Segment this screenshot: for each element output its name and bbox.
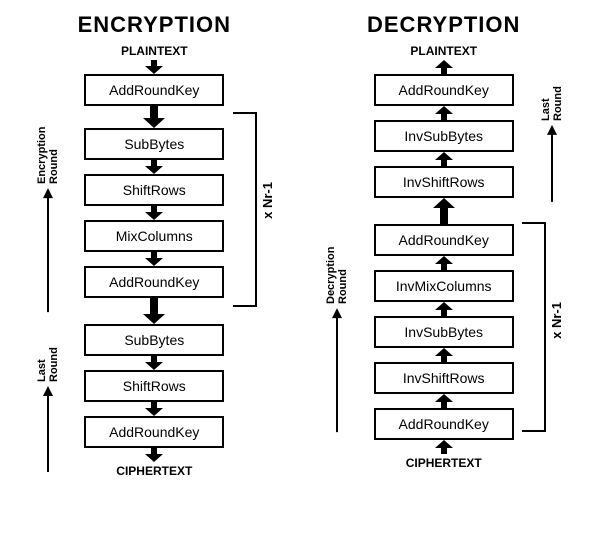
last-round-label: Last Round xyxy=(36,342,60,472)
decryption-loop-line xyxy=(522,222,546,432)
arrow-up-icon xyxy=(435,256,453,270)
enc-last-addroundkey: AddRoundKey xyxy=(84,416,224,448)
arrow-down-icon xyxy=(143,298,165,324)
decryption-round-label: Decryption Round xyxy=(325,242,349,432)
dec-step-addroundkey-initial: AddRoundKey xyxy=(374,74,514,106)
arrow-up-icon xyxy=(435,302,453,316)
ciphertext-label: CIPHERTEXT xyxy=(406,456,482,470)
dec-round-addroundkey: AddRoundKey xyxy=(374,224,514,256)
dec-round-invmixcolumns: InvMixColumns xyxy=(374,270,514,302)
dec-last-invshiftrows: InvShiftRows xyxy=(374,166,514,198)
arrow-up-icon xyxy=(435,152,453,166)
dec-round-invsubbytes: InvSubBytes xyxy=(374,316,514,348)
arrow-up-icon xyxy=(435,440,453,454)
plaintext-label: PLAINTEXT xyxy=(121,44,188,58)
encryption-loop-line xyxy=(233,112,257,307)
enc-last-shiftrows: ShiftRows xyxy=(84,370,224,402)
decryption-repeat-label: x Nr-1 xyxy=(549,302,564,339)
enc-step-addroundkey-initial: AddRoundKey xyxy=(84,74,224,106)
enc-step-mixcolumns: MixColumns xyxy=(84,220,224,252)
enc-step-addroundkey: AddRoundKey xyxy=(84,266,224,298)
arrow-down-icon xyxy=(145,60,163,74)
dec-last-round-label: Last Round xyxy=(540,82,564,202)
encryption-column: ENCRYPTION PLAINTEXT AddRoundKey SubByte… xyxy=(30,12,279,480)
enc-last-subbytes: SubBytes xyxy=(84,324,224,356)
encryption-title: ENCRYPTION xyxy=(78,12,231,38)
arrow-down-icon xyxy=(145,356,163,370)
arrow-up-icon xyxy=(435,60,453,74)
arrow-down-icon xyxy=(145,252,163,266)
arrow-down-icon xyxy=(145,160,163,174)
plaintext-label: PLAINTEXT xyxy=(410,44,477,58)
enc-step-subbytes: SubBytes xyxy=(84,128,224,160)
arrow-down-icon xyxy=(145,448,163,462)
ciphertext-label: CIPHERTEXT xyxy=(116,464,192,478)
encryption-repeat-label: x Nr-1 xyxy=(260,182,275,219)
dec-final-addroundkey: AddRoundKey xyxy=(374,408,514,440)
arrow-down-icon xyxy=(143,106,165,128)
arrow-up-icon xyxy=(435,394,453,408)
dec-round-invshiftrows: InvShiftRows xyxy=(374,362,514,394)
decryption-column: DECRYPTION PLAINTEXT AddRoundKey InvSubB… xyxy=(319,12,572,480)
arrow-up-icon xyxy=(435,348,453,362)
enc-step-shiftrows: ShiftRows xyxy=(84,174,224,206)
arrow-up-icon xyxy=(435,106,453,120)
encryption-round-label: Encryption Round xyxy=(36,122,60,312)
decryption-title: DECRYPTION xyxy=(367,12,520,38)
dec-last-invsubbytes: InvSubBytes xyxy=(374,120,514,152)
arrow-down-icon xyxy=(145,402,163,416)
arrow-up-icon xyxy=(433,198,455,224)
arrow-down-icon xyxy=(145,206,163,220)
